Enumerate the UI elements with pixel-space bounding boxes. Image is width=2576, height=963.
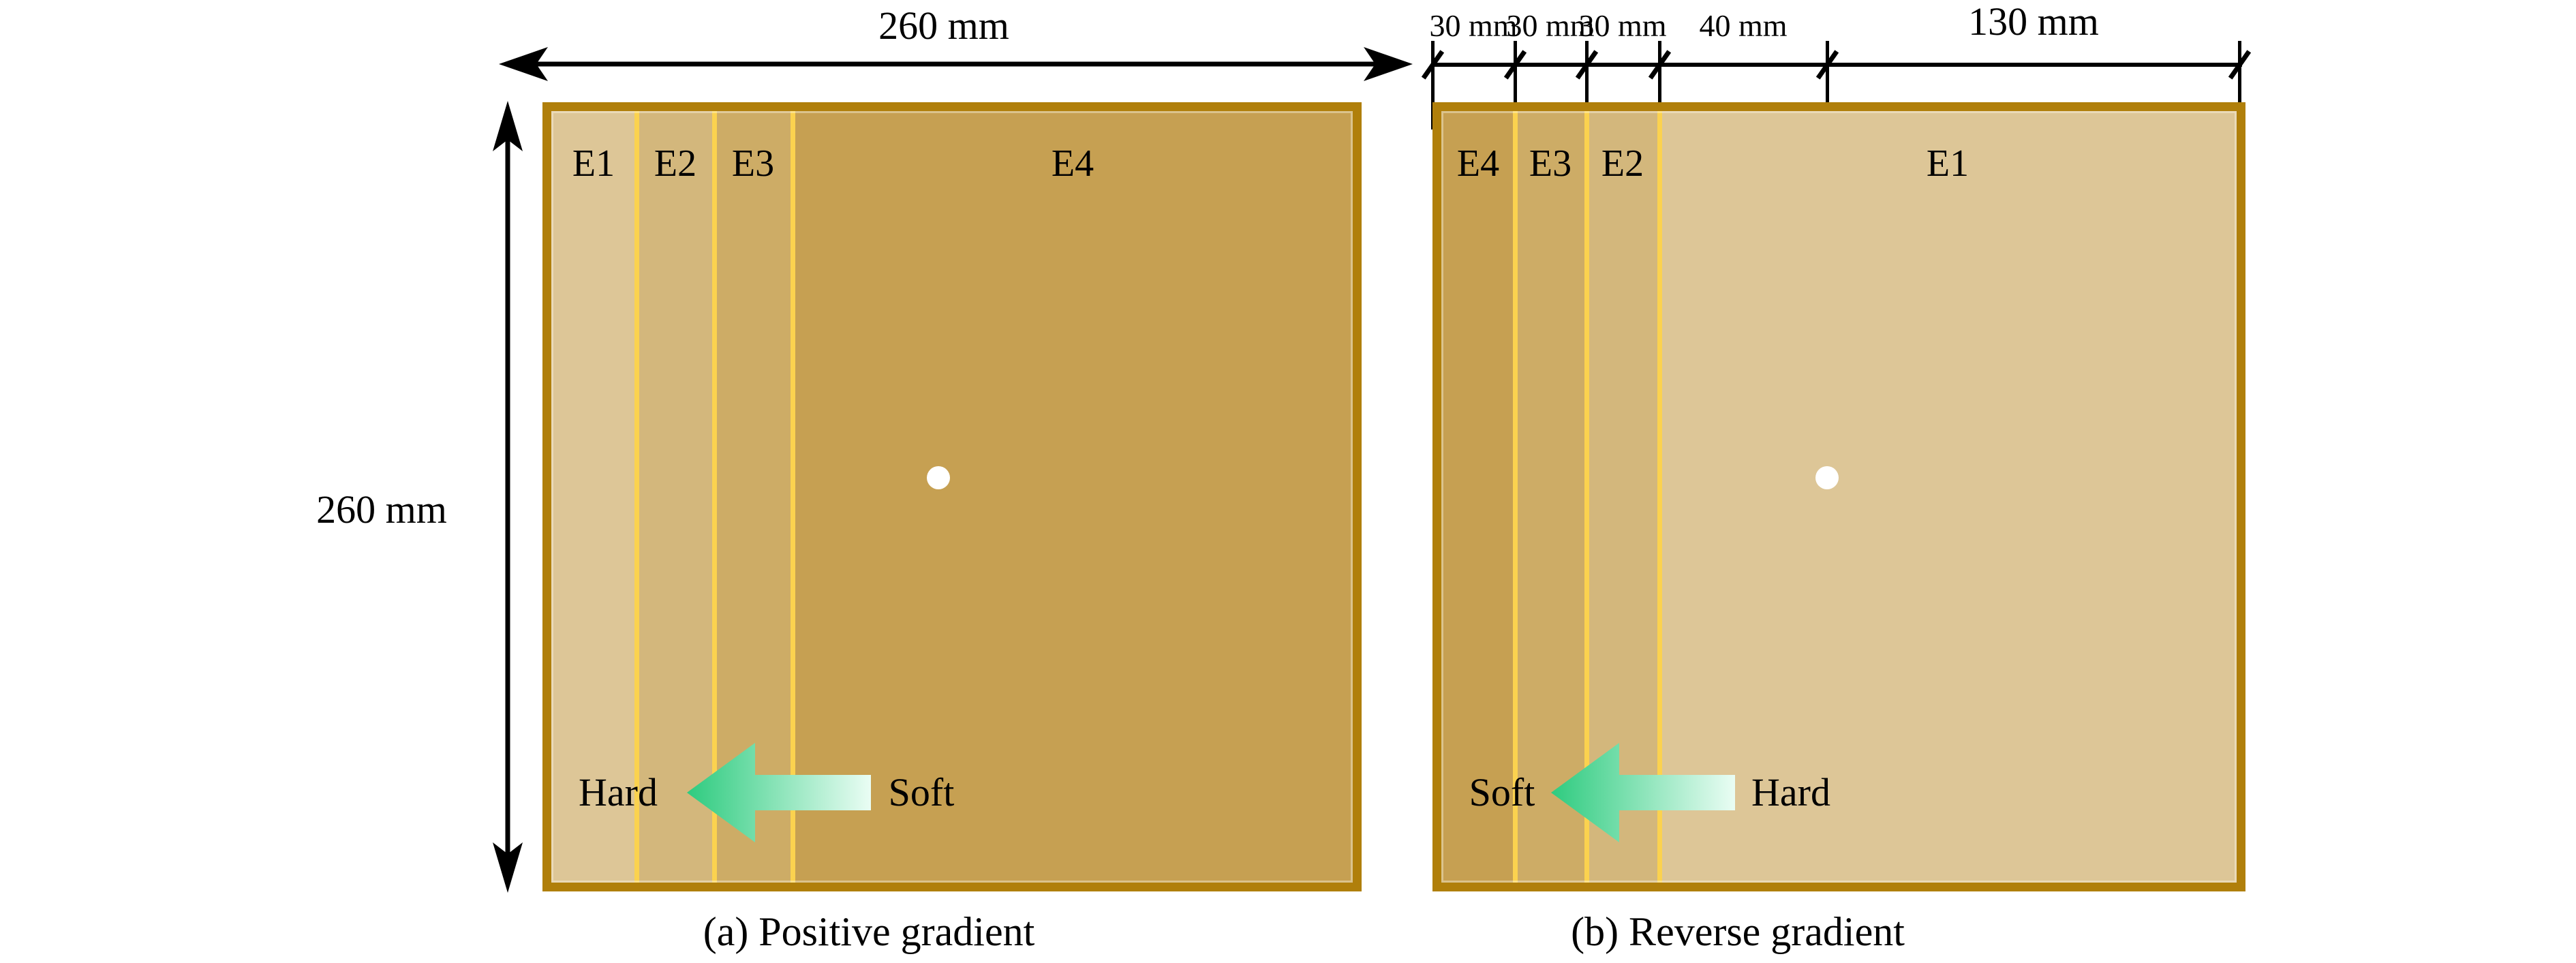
zone-divider bbox=[1657, 111, 1662, 883]
panel-a-specimen: E1 E2 E3 E4 Hard Soft bbox=[542, 102, 1362, 891]
zone-divider bbox=[791, 111, 795, 883]
zone-divider bbox=[634, 111, 639, 883]
zone-label-e3: E3 bbox=[731, 142, 775, 185]
witness-line bbox=[1431, 41, 1435, 129]
panel-a-zones: E1 E2 E3 E4 Hard Soft bbox=[551, 111, 1353, 883]
zone-e2 bbox=[1586, 111, 1659, 883]
zone-e2 bbox=[637, 111, 714, 883]
witness-line bbox=[1514, 41, 1517, 129]
dim-label-30mm: 30 mm bbox=[1429, 8, 1518, 43]
zone-label-e1: E1 bbox=[1926, 142, 1969, 185]
dim-label-30mm: 30 mm bbox=[1578, 8, 1667, 43]
dim-label-30mm: 30 mm bbox=[1506, 8, 1595, 43]
center-marker-dot bbox=[927, 466, 950, 489]
panel-b-specimen: E4 E3 E2 E1 Soft Hard bbox=[1432, 102, 2245, 891]
arrowhead-left-icon bbox=[499, 47, 548, 81]
vertical-dimension-arrow bbox=[493, 101, 523, 893]
soft-label: Soft bbox=[1469, 770, 1535, 814]
zone-e3 bbox=[1515, 111, 1586, 883]
soft-label: Soft bbox=[888, 770, 955, 814]
panel-a-side-dimension-label: 260 mm bbox=[316, 487, 447, 532]
witness-line bbox=[2238, 41, 2241, 129]
zone-divider bbox=[1584, 111, 1589, 883]
witness-line bbox=[1658, 41, 1661, 129]
gradient-arrow-left-icon bbox=[1551, 743, 1735, 842]
witness-line bbox=[1585, 41, 1589, 129]
dim-label-130mm: 130 mm bbox=[1968, 0, 2099, 44]
center-marker-dot bbox=[1815, 466, 1839, 489]
zone-label-e2: E2 bbox=[1601, 142, 1644, 185]
panel-b-caption: (b) Reverse gradient bbox=[1571, 909, 1905, 954]
segmented-dimension-line bbox=[1432, 63, 2242, 67]
horizontal-dimension-arrow bbox=[499, 47, 1413, 81]
zone-label-e1: E1 bbox=[572, 142, 615, 185]
zone-e4 bbox=[793, 111, 1353, 883]
zone-e1 bbox=[1659, 111, 2237, 883]
panel-a-caption: (a) Positive gradient bbox=[703, 909, 1035, 954]
panel-b-zones: E4 E3 E2 E1 Soft Hard bbox=[1441, 111, 2237, 883]
hard-label: Hard bbox=[1751, 770, 1830, 814]
zone-divider bbox=[712, 111, 717, 883]
zone-divider bbox=[1513, 111, 1518, 883]
zone-label-e2: E2 bbox=[654, 142, 697, 185]
zone-label-e3: E3 bbox=[1529, 142, 1572, 185]
gradient-arrow-left-icon bbox=[687, 743, 871, 842]
arrowhead-up-icon bbox=[493, 101, 523, 151]
arrowhead-down-icon bbox=[493, 842, 523, 893]
zone-label-e4: E4 bbox=[1051, 142, 1094, 185]
zone-e1 bbox=[551, 111, 637, 883]
arrowhead-right-icon bbox=[1364, 47, 1413, 81]
panel-a-top-dimension-label: 260 mm bbox=[878, 3, 1009, 48]
dim-label-40mm: 40 mm bbox=[1699, 8, 1788, 43]
zone-label-e4: E4 bbox=[1456, 142, 1500, 185]
zone-e4 bbox=[1441, 111, 1515, 883]
hard-label: Hard bbox=[579, 770, 658, 814]
